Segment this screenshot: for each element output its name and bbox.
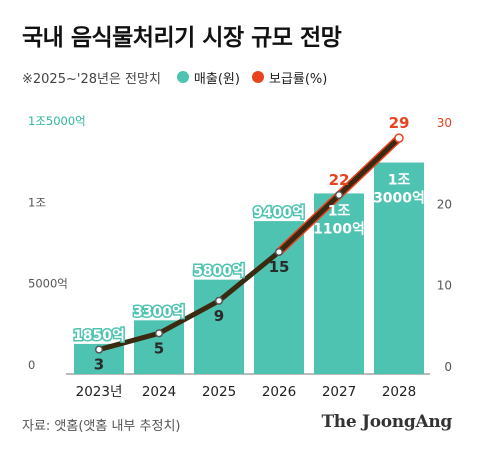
penetration-trend-line xyxy=(96,135,402,353)
legend-item-sales: 매출(원) xyxy=(176,68,240,87)
bar-data-label: 5800억 xyxy=(193,264,245,280)
legend-swatch-penetration xyxy=(251,71,264,83)
bar-data-label: 1조 xyxy=(328,203,351,219)
source-text: 자료: 앳홈(앳홈 내부 추정치) xyxy=(22,419,181,434)
x-tick-label: 2023년 xyxy=(76,384,123,400)
y-left-tick-label: 1조 xyxy=(28,195,46,209)
y-left-tick-label: 0 xyxy=(28,358,35,372)
x-tick-label: 2027 xyxy=(322,384,356,400)
bar xyxy=(254,221,304,374)
line-data-label: 9 xyxy=(214,307,224,325)
legend-label-penetration: 보급률(%) xyxy=(268,71,328,87)
y-right-tick-label: 30 xyxy=(437,116,452,130)
line-point xyxy=(154,329,164,338)
line-data-label: 15 xyxy=(269,258,290,276)
page-title: 국내 음식물처리기 시장 규모 전망 xyxy=(22,25,342,51)
line-point xyxy=(394,133,404,143)
y-left-tick-label: 1조5000억 xyxy=(28,114,86,128)
bar xyxy=(314,193,364,374)
bar-data-label: 9400억 xyxy=(253,205,305,221)
line-point xyxy=(214,296,224,305)
y-right-tick-label: 0 xyxy=(444,360,452,374)
forecast-note: ※2025~'28년은 전망치 xyxy=(22,71,161,87)
bar xyxy=(194,279,244,374)
line-point xyxy=(274,247,284,257)
bar xyxy=(134,320,184,374)
legend-item-penetration: 보급률(%) xyxy=(251,68,328,87)
bar-data-label: 1100억 xyxy=(313,221,365,237)
x-tick-label: 2028 xyxy=(382,384,416,400)
x-tick-label: 2025 xyxy=(202,384,236,400)
line-point xyxy=(94,345,104,354)
legend-label-sales: 매출(원) xyxy=(193,71,240,87)
bar xyxy=(374,162,424,374)
y-right-tick-label: 20 xyxy=(437,197,452,211)
x-tick-label: 2026 xyxy=(262,384,296,400)
y-left-tick-label: 5000억 xyxy=(28,277,68,291)
bar-data-label: 3300억 xyxy=(133,304,185,320)
x-tick-label: 2024 xyxy=(142,384,176,400)
legend: ※2025~'28년은 전망치 매출(원) 보급률(%) xyxy=(22,66,339,88)
line-data-label: 29 xyxy=(389,114,410,132)
bar-data-label: 3000억 xyxy=(373,191,425,207)
brand-logo: The JoongAng xyxy=(321,412,452,432)
legend-swatch-sales xyxy=(176,71,189,83)
line-data-label: 3 xyxy=(94,356,104,374)
y-right-tick-label: 10 xyxy=(437,279,452,293)
line-point xyxy=(334,191,344,200)
bar-data-label: 1조 xyxy=(388,173,411,189)
line-data-label: 22 xyxy=(329,171,350,189)
line-data-label: 5 xyxy=(154,339,164,357)
bar-data-label: 1850억 xyxy=(73,328,125,344)
